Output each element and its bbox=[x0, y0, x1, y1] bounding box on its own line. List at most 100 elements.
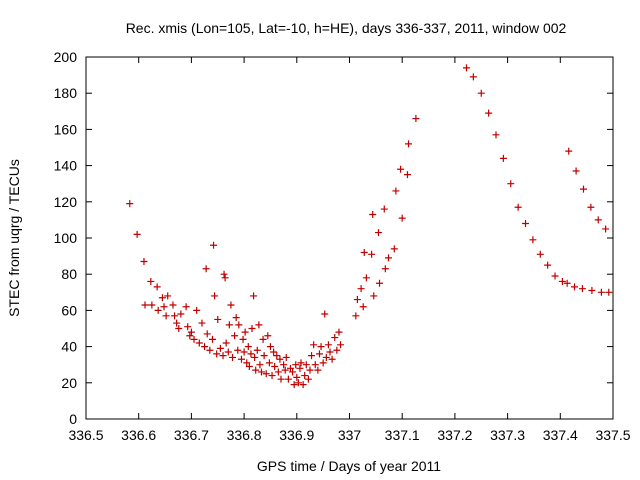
data-point bbox=[133, 230, 141, 238]
data-point bbox=[302, 361, 310, 369]
data-point bbox=[266, 343, 274, 351]
data-point bbox=[273, 352, 281, 360]
data-point bbox=[321, 310, 329, 318]
data-point bbox=[324, 341, 332, 349]
data-point bbox=[177, 310, 185, 318]
data-point bbox=[154, 306, 162, 314]
data-point bbox=[198, 319, 206, 327]
data-point bbox=[311, 361, 319, 369]
data-point bbox=[274, 368, 282, 376]
data-point bbox=[514, 203, 522, 211]
data-point bbox=[160, 303, 168, 311]
x-tick-label: 336.7 bbox=[174, 427, 209, 443]
data-point bbox=[195, 339, 203, 347]
data-point bbox=[232, 314, 240, 322]
data-point bbox=[260, 352, 268, 360]
x-tick-label: 337.2 bbox=[437, 427, 472, 443]
data-point bbox=[173, 319, 181, 327]
data-point bbox=[231, 332, 239, 340]
data-point bbox=[259, 335, 267, 343]
data-point bbox=[353, 296, 361, 304]
data-point bbox=[405, 140, 413, 148]
y-tick-label: 60 bbox=[61, 302, 77, 318]
data-point bbox=[282, 353, 290, 361]
data-point bbox=[211, 292, 219, 300]
data-point bbox=[280, 361, 288, 369]
data-point bbox=[243, 359, 251, 367]
data-point bbox=[164, 292, 172, 300]
data-point bbox=[219, 352, 227, 360]
data-point bbox=[169, 301, 177, 309]
data-point bbox=[182, 303, 190, 311]
data-point bbox=[551, 272, 559, 280]
data-point bbox=[227, 301, 235, 309]
data-point bbox=[403, 171, 411, 179]
plot-frame bbox=[85, 56, 614, 420]
data-point bbox=[171, 312, 179, 320]
data-point bbox=[253, 346, 261, 354]
data-point bbox=[369, 210, 377, 218]
y-tick-label: 0 bbox=[69, 411, 77, 427]
data-point bbox=[241, 328, 249, 336]
data-point bbox=[376, 279, 384, 287]
data-point bbox=[293, 373, 301, 381]
data-point bbox=[578, 285, 586, 293]
data-point bbox=[381, 265, 389, 273]
data-point bbox=[237, 355, 245, 363]
data-point bbox=[222, 339, 230, 347]
data-point bbox=[140, 258, 148, 266]
data-point bbox=[360, 248, 368, 256]
data-point bbox=[477, 89, 485, 97]
y-tick-label: 160 bbox=[54, 121, 78, 137]
x-tick-label: 337.5 bbox=[595, 427, 630, 443]
data-point bbox=[605, 288, 613, 296]
data-point bbox=[210, 241, 218, 249]
data-point bbox=[412, 115, 420, 123]
data-point bbox=[565, 147, 573, 155]
data-point bbox=[158, 294, 166, 302]
data-point bbox=[175, 325, 183, 332]
data-point bbox=[304, 375, 312, 383]
data-point bbox=[216, 344, 224, 352]
data-point bbox=[331, 334, 339, 342]
data-point bbox=[250, 292, 258, 300]
data-point bbox=[257, 368, 265, 376]
data-point bbox=[359, 303, 367, 311]
data-point bbox=[248, 325, 256, 332]
data-point bbox=[299, 381, 307, 389]
data-point bbox=[286, 364, 294, 372]
data-point bbox=[245, 363, 253, 371]
data-point bbox=[337, 341, 345, 349]
y-axis-label: STEC from uqrg / TECUs bbox=[6, 159, 22, 317]
data-point bbox=[319, 359, 327, 367]
data-point bbox=[221, 274, 229, 282]
data-point bbox=[368, 250, 376, 258]
data-point bbox=[148, 301, 156, 309]
data-point bbox=[271, 363, 279, 371]
data-point bbox=[281, 366, 289, 374]
data-point bbox=[306, 366, 314, 374]
data-point bbox=[362, 274, 370, 282]
data-point bbox=[240, 348, 248, 356]
data-point bbox=[587, 203, 595, 211]
data-point bbox=[352, 312, 360, 320]
data-point bbox=[247, 350, 255, 358]
axis-tick-labels: 336.5 336.6 336.7 336.8 336.9 337 337.1 337.2 33… bbox=[54, 49, 631, 443]
data-point bbox=[462, 64, 470, 72]
data-point bbox=[308, 352, 316, 360]
y-tick-label: 40 bbox=[61, 339, 77, 355]
x-tick-label: 337 bbox=[338, 427, 362, 443]
data-point bbox=[296, 364, 304, 372]
y-tick-label: 100 bbox=[54, 230, 78, 246]
data-point bbox=[602, 225, 610, 233]
data-point bbox=[262, 370, 270, 378]
data-point bbox=[290, 381, 298, 389]
data-point bbox=[270, 348, 278, 356]
data-point bbox=[265, 359, 273, 367]
data-point bbox=[317, 343, 325, 351]
x-tick-label: 337.4 bbox=[543, 427, 578, 443]
data-point bbox=[314, 366, 322, 374]
data-point bbox=[328, 355, 336, 363]
data-point bbox=[203, 330, 211, 338]
